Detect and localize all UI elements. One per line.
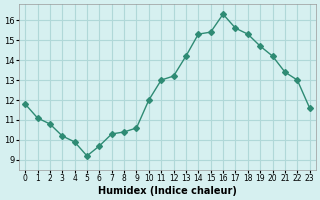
X-axis label: Humidex (Indice chaleur): Humidex (Indice chaleur) <box>98 186 237 196</box>
